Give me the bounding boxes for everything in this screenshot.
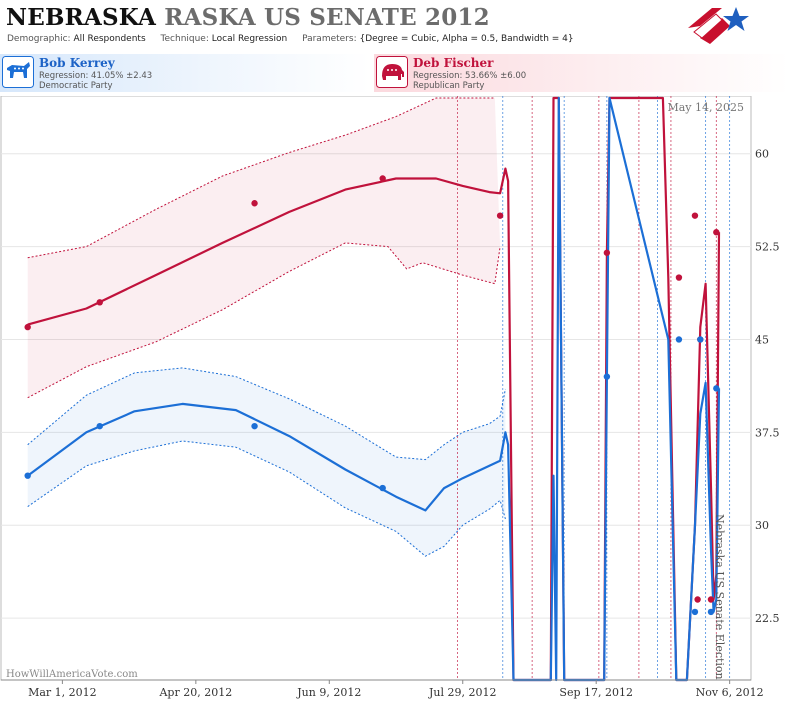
poll-points [24,175,720,616]
deb-fischer-poll-point [24,323,31,331]
bob-kerrey-poll-point [251,422,258,430]
bob-kerrey-poll-point [675,336,683,343]
bob-kerrey-poll-point [691,608,699,616]
x-tick-label: Mar 1, 2012 [28,686,97,699]
candidate-card-republican: Deb Fischer Regression: 53.66% ±6.00 Rep… [374,54,789,92]
y-tick-label: 52.5 [755,241,780,254]
chart-title: NEBRASKA RASKA US SENATE 2012 [6,4,490,31]
rep-regression: Regression: 53.66% ±6.00 [413,71,527,81]
elephant-icon [376,56,408,88]
deb-fischer-poll-point [713,229,720,236]
plot-frame [0,96,752,681]
deb-fischer-poll-point [691,212,699,219]
grid-lines [0,96,752,681]
parameters-value: {Degree = Cubic, Alpha = 0.5, Bandwidth … [359,34,574,44]
x-tick-label: Sep 17, 2012 [559,686,633,699]
bob-kerrey-poll-point [697,336,704,343]
dem-regression: Regression: 41.05% ±2.43 [39,71,153,81]
x-tick-label: Jun 9, 2012 [296,686,361,699]
deb-fischer-confidence-band [27,98,501,398]
demographic-key: Demographic: [7,34,71,44]
deb-fischer-poll-point [96,299,103,306]
donkey-icon [2,56,34,88]
parameters-key: Parameters: [302,34,357,44]
y-tick-label: 30 [755,519,769,532]
chart-header: NEBRASKA RASKA US SENATE 2012 Demographi… [0,0,789,52]
date-stamp: May 14, 2025 [667,101,744,114]
bob-kerrey-lower-bound [27,440,506,557]
deb-fischer-poll-point [379,175,386,182]
rep-candidate-name: Deb Fischer [413,56,494,70]
bob-kerrey-poll-point [603,373,611,380]
deb-fischer-poll-point [251,200,258,207]
axes: 22.5 30 37.5 45 52.5 60 Mar 1, 2012 Apr 20, 201… [1,148,780,699]
bob-kerrey-confidence-band [27,367,506,557]
deb-fischer-poll-point [694,596,701,603]
rep-party: Republican Party [413,81,485,91]
bob-kerrey-poll-point [24,472,31,479]
deb-fischer-poll-point [675,274,683,281]
bob-kerrey-poll-point [379,484,386,492]
bob-kerrey-upper-bound [27,367,506,461]
side-label: Nebraska US Senate Election [713,514,726,680]
x-tick-label: Jul 29, 2012 [428,686,497,699]
y-tick-label: 60 [755,148,769,161]
bob-kerrey-poll-point [713,385,720,392]
confidence-bands [27,97,506,557]
watermark: HowWillAmericaVote.com [6,669,138,680]
deb-fischer-poll-point [603,249,611,256]
technique-value: Local Regression [211,34,288,44]
dem-party: Democratic Party [39,81,113,91]
parameters-line: Demographic: All Respondents Technique: … [7,34,574,44]
title-state: NEBRASKA [6,4,157,31]
y-tick-label: 22.5 [755,612,780,625]
y-tick-label: 45 [755,333,769,346]
y-tick-label: 37.5 [755,426,780,439]
dem-candidate-name: Bob Kerrey [39,56,115,70]
deb-fischer-poll-point [496,212,504,219]
bob-kerrey-poll-point [707,608,715,616]
technique-key: Technique: [160,34,209,44]
deb-fischer-upper-bound [27,97,495,259]
title-race: RASKA US SENATE 2012 [164,4,490,31]
deb-fischer-regression-line [27,96,721,682]
star-flag-logo-icon [688,7,749,44]
candidate-strip: Bob Kerrey Regression: 41.05% ±2.43 Demo… [0,52,789,96]
bob-kerrey-regression-line [27,96,721,682]
candidate-card-democrat: Bob Kerrey Regression: 41.05% ±2.43 Demo… [0,54,370,92]
demographic-value: All Respondents [73,34,146,44]
x-tick-label: Nov 6, 2012 [696,686,764,699]
regression-lines [27,96,721,682]
x-tick-label: Apr 20, 2012 [158,686,232,699]
bob-kerrey-poll-point [96,422,103,430]
deb-fischer-poll-point [707,596,715,603]
poll-chart: 22.5 30 37.5 45 52.5 60 Mar 1, 2012 Apr 20, 201… [0,96,780,699]
